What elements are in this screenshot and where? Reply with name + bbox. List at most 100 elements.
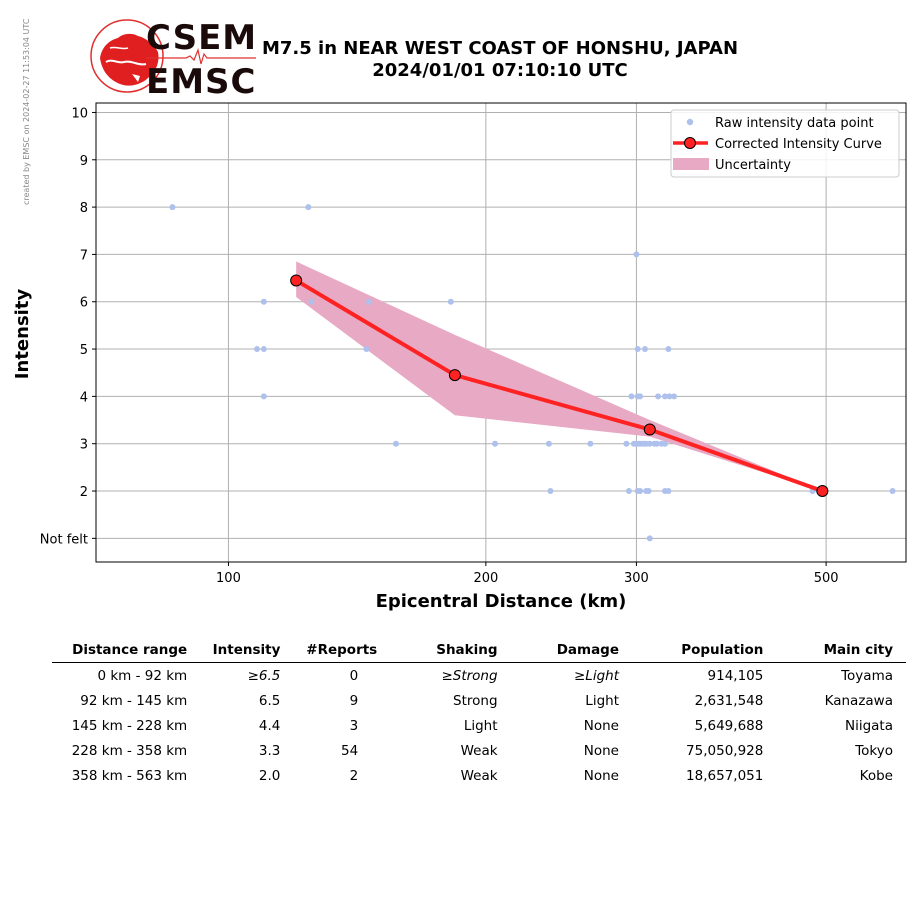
raw-data-point — [492, 440, 499, 447]
cell-shaking: Strong — [453, 692, 498, 709]
y-tick-label: Not felt — [40, 532, 88, 547]
seismogram-icon — [146, 47, 256, 65]
table-row: 92 km - 145 km 6.5 9 Strong Light 2,631,… — [52, 688, 906, 713]
cell-intensity: 2.0 — [258, 767, 281, 784]
emsc-logo: CSEM EMSC — [88, 18, 258, 102]
cell-reports: 9 — [349, 692, 359, 709]
x-ticks: 100 200 300 500 — [216, 562, 839, 586]
cell-shaking: Weak — [460, 742, 498, 759]
y-axis-label: Intensity — [12, 289, 33, 380]
raw-data-point — [392, 440, 399, 447]
table-row: 0 km - 92 km ≥6.5 0 ≥Strong ≥Light 914,1… — [52, 663, 906, 689]
legend-curve-marker — [684, 137, 696, 149]
header-distance-range: Distance range — [52, 640, 201, 663]
globe-icon — [90, 19, 164, 93]
cell-damage: None — [583, 767, 619, 784]
cell-city: Kanazawa — [824, 692, 893, 709]
raw-data-point — [665, 488, 672, 495]
y-tick-label: 10 — [71, 106, 88, 121]
curve-markers — [290, 274, 829, 498]
legend-raw-label: Raw intensity data point — [715, 116, 874, 131]
x-tick-label: 100 — [216, 571, 241, 586]
legend: Raw intensity data point Corrected Inten… — [670, 109, 900, 178]
y-tick-label: 3 — [80, 438, 88, 453]
raw-data-point — [169, 204, 176, 211]
title-line-1: M7.5 in NEAR WEST COAST OF HONSHU, JAPAN — [261, 38, 739, 59]
raw-data-point — [646, 440, 653, 447]
y-tick-label: 5 — [80, 343, 88, 358]
legend-uncertainty-label: Uncertainty — [715, 158, 791, 173]
raw-data-point — [662, 393, 669, 400]
cell-city: Kobe — [859, 767, 893, 784]
raw-data-point — [646, 535, 653, 542]
raw-data-point — [628, 393, 635, 400]
cell-shaking: Light — [463, 717, 498, 734]
raw-data-point — [625, 488, 632, 495]
cell-city: Toyama — [841, 667, 893, 684]
curve-point — [290, 274, 303, 287]
title-line-2: 2024/01/01 07:10:10 UTC — [372, 60, 628, 81]
curve-point — [816, 485, 829, 498]
cell-population: 914,105 — [707, 667, 764, 684]
header-intensity: Intensity — [200, 640, 294, 663]
cell-shaking: ≥Strong — [441, 667, 498, 684]
legend-curve-label: Corrected Intensity Curve — [715, 137, 882, 152]
curve-point — [448, 369, 461, 382]
y-tick-label: 2 — [80, 485, 88, 500]
y-tick-label: 4 — [80, 390, 88, 405]
raw-data-point — [308, 298, 315, 305]
cell-damage: None — [583, 717, 619, 734]
plot-frame — [95, 102, 907, 563]
raw-data-point — [623, 440, 630, 447]
cell-reports: 3 — [349, 717, 359, 734]
raw-data-point — [666, 393, 673, 400]
cell-intensity: 4.4 — [258, 717, 281, 734]
y-tick-label: 8 — [80, 201, 88, 216]
table-row: 358 km - 563 km 2.0 2 Weak None 18,657,0… — [52, 763, 906, 788]
y-tick-label: 7 — [80, 248, 88, 263]
cell-damage: None — [583, 742, 619, 759]
cell-damage: Light — [585, 692, 619, 709]
raw-data-point — [671, 393, 678, 400]
legend-raw-marker — [686, 118, 694, 126]
cell-population: 2,631,548 — [694, 692, 764, 709]
intensity-summary-table: Distance range Intensity #Reports Shakin… — [52, 640, 906, 788]
header-reports: #Reports — [293, 640, 391, 663]
legend-uncertainty-swatch — [673, 158, 709, 170]
intensity-chart: 100 200 300 500 Not felt 2 3 4 5 6 7 8 9 10 Epicentr… — [12, 102, 907, 612]
uncertainty-band — [296, 261, 823, 492]
cell-city: Niigata — [844, 717, 893, 734]
raw-data-point — [633, 251, 640, 258]
raw-data-point — [653, 440, 660, 447]
corrected-intensity-curve — [295, 278, 824, 493]
logo-emsc-text: EMSC — [146, 62, 257, 102]
raw-data-point — [447, 298, 454, 305]
cell-reports: 2 — [349, 767, 359, 784]
y-tick-label: 9 — [80, 154, 88, 169]
cell-city: Tokyo — [855, 742, 893, 759]
cell-population: 5,649,688 — [694, 717, 764, 734]
cell-reports: 0 — [349, 667, 359, 684]
table-row: 145 km - 228 km 4.4 3 Light None 5,649,6… — [52, 713, 906, 738]
raw-data-point — [260, 393, 267, 400]
raw-points — [169, 204, 896, 542]
cell-damage: ≥Light — [573, 667, 619, 684]
cell-range: 358 km - 563 km — [71, 767, 188, 784]
raw-data-point — [587, 440, 594, 447]
raw-data-point — [545, 440, 552, 447]
header-main-city: Main city — [776, 640, 906, 663]
curve-point — [643, 423, 656, 436]
raw-data-point — [305, 204, 312, 211]
raw-data-point — [665, 346, 672, 353]
cell-population: 18,657,051 — [686, 767, 764, 784]
header-damage: Damage — [510, 640, 632, 663]
raw-data-point — [637, 393, 644, 400]
cell-intensity: ≥6.5 — [247, 667, 281, 684]
chart-title: M7.5 in NEAR WEST COAST OF HONSHU, JAPAN… — [240, 38, 760, 82]
raw-data-point — [547, 488, 554, 495]
cell-shaking: Weak — [460, 767, 498, 784]
x-axis-label: Epicentral Distance (km) — [376, 591, 627, 612]
raw-data-point — [637, 488, 644, 495]
header-population: Population — [632, 640, 777, 663]
y-tick-label: 6 — [80, 296, 88, 311]
